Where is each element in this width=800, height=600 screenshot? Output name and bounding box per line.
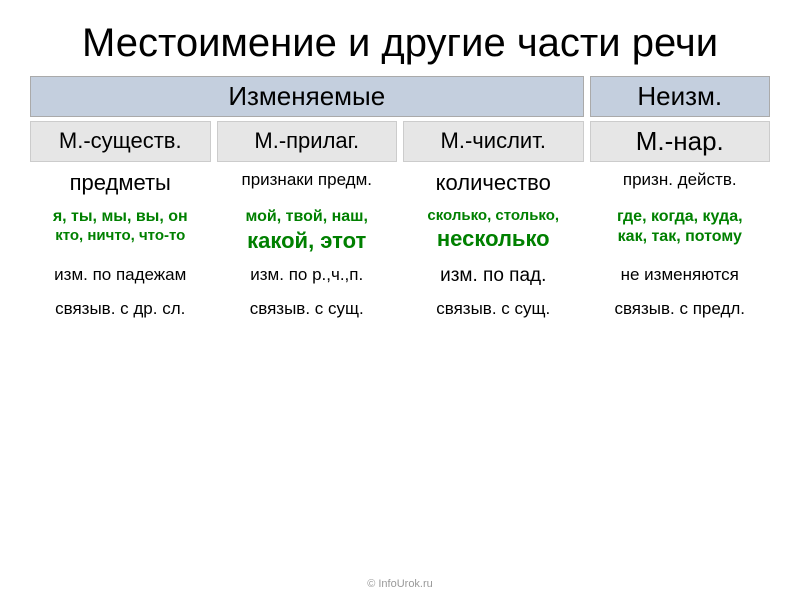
- content-grid: Изменяемые Неизм. М.-существ. М.-прилаг.…: [30, 76, 770, 322]
- category-col4: призн. действ.: [590, 166, 771, 200]
- header-changeable: Изменяемые: [30, 76, 584, 117]
- category-col2: признаки предм.: [217, 166, 398, 200]
- grammar-col3: изм. по пад.: [403, 261, 584, 291]
- ex-col4-line2: как, так, потому: [592, 227, 769, 247]
- grammar-col1: изм. по падежам: [30, 261, 211, 291]
- footer-copyright: © InfoUrok.ru: [0, 578, 800, 590]
- subheader-col3: М.-числит.: [403, 121, 584, 162]
- ex-col1-line1: я, ты, мы, вы, он: [32, 207, 209, 227]
- slide: Местоимение и другие части речи Изменяем…: [0, 0, 800, 600]
- examples-col1: я, ты, мы, вы, он кто, ничто, что-то: [30, 204, 211, 258]
- grammar-col4: не изменяются: [590, 261, 771, 291]
- connection-col3: связыв. с сущ.: [403, 295, 584, 322]
- header-unchangeable: Неизм.: [590, 76, 771, 117]
- ex-col3-line1: сколько, столько,: [405, 207, 582, 226]
- slide-title: Местоимение и другие части речи: [30, 20, 770, 66]
- ex-col3-line2: несколько: [405, 225, 582, 253]
- grammar-col2: изм. по р.,ч.,п.: [217, 261, 398, 291]
- ex-col1-line2: кто, ничто, что-то: [32, 227, 209, 246]
- examples-col2: мой, твой, наш, какой, этот: [217, 204, 398, 258]
- ex-col4-line1: где, когда, куда,: [592, 207, 769, 227]
- category-col3: количество: [403, 166, 584, 200]
- subheader-col4: М.-нар.: [590, 121, 771, 162]
- subheader-col1: М.-существ.: [30, 121, 211, 162]
- category-col1: предметы: [30, 166, 211, 200]
- connection-col4: связыв. с предл.: [590, 295, 771, 322]
- connection-col1: связыв. с др. сл.: [30, 295, 211, 322]
- subheader-col2: М.-прилаг.: [217, 121, 398, 162]
- ex-col2-line2: какой, этот: [219, 227, 396, 255]
- examples-col4: где, когда, куда, как, так, потому: [590, 204, 771, 258]
- connection-col2: связыв. с сущ.: [217, 295, 398, 322]
- ex-col2-line1: мой, твой, наш,: [219, 207, 396, 227]
- examples-col3: сколько, столько, несколько: [403, 204, 584, 258]
